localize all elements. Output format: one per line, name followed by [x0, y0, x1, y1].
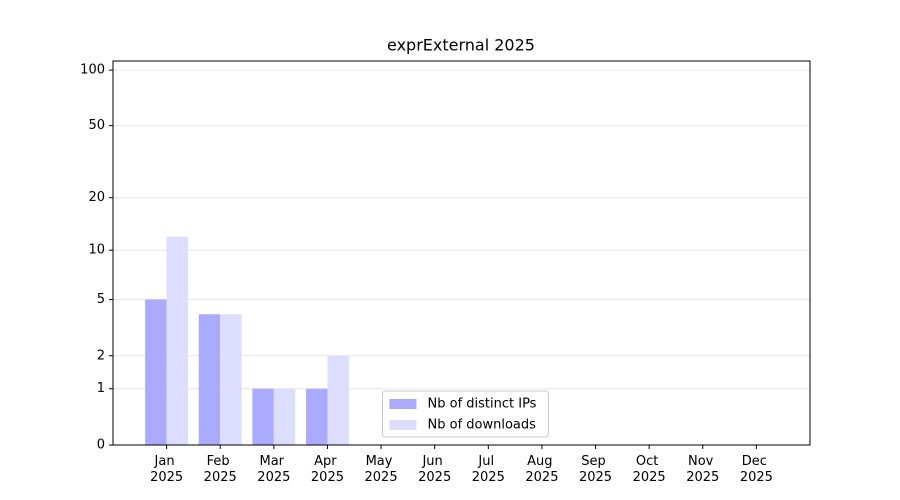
y-tick-label: 20	[88, 190, 105, 205]
bar	[252, 388, 274, 445]
x-tick-label: Dec 2025	[740, 454, 773, 485]
bar	[327, 355, 349, 445]
plot-frame	[112, 60, 811, 446]
x-tick-label: Apr 2025	[311, 454, 344, 485]
y-tick-label: 2	[97, 348, 105, 363]
x-tick-label: May 2025	[365, 454, 398, 485]
x-tick-label: Sep 2025	[579, 454, 612, 485]
bar	[145, 299, 167, 445]
y-tick-label: 50	[88, 118, 105, 133]
x-tick-label: Feb 2025	[204, 454, 237, 485]
x-tick-label: Mar 2025	[257, 454, 290, 485]
x-tick-label: Jul 2025	[472, 454, 505, 485]
legend-swatch	[389, 399, 417, 409]
x-tick-label: Jun 2025	[418, 454, 451, 485]
legend-box	[382, 390, 549, 438]
legend-label: Nb of downloads	[428, 418, 537, 433]
bar	[220, 314, 242, 445]
legend-label: Nb of distinct IPs	[428, 397, 537, 412]
bar	[306, 388, 328, 445]
bar	[198, 314, 221, 445]
x-tick-label: Jan 2025	[150, 454, 183, 485]
x-tick-label: Aug 2025	[525, 454, 558, 485]
y-tick-label: 0	[97, 438, 105, 453]
legend-swatch	[389, 420, 417, 430]
y-tick-label: 100	[80, 63, 105, 78]
chart-title: exprExternal 2025	[387, 36, 535, 55]
x-tick-label: Nov 2025	[686, 454, 719, 485]
bar	[166, 236, 189, 445]
y-tick-label: 1	[97, 381, 105, 396]
legend: Nb of distinct IPs Nb of downloads	[382, 390, 549, 438]
y-tick-label: 10	[88, 243, 105, 258]
y-tick-label: 5	[97, 292, 105, 307]
x-tick-label: Oct 2025	[633, 454, 666, 485]
bar	[273, 388, 296, 445]
